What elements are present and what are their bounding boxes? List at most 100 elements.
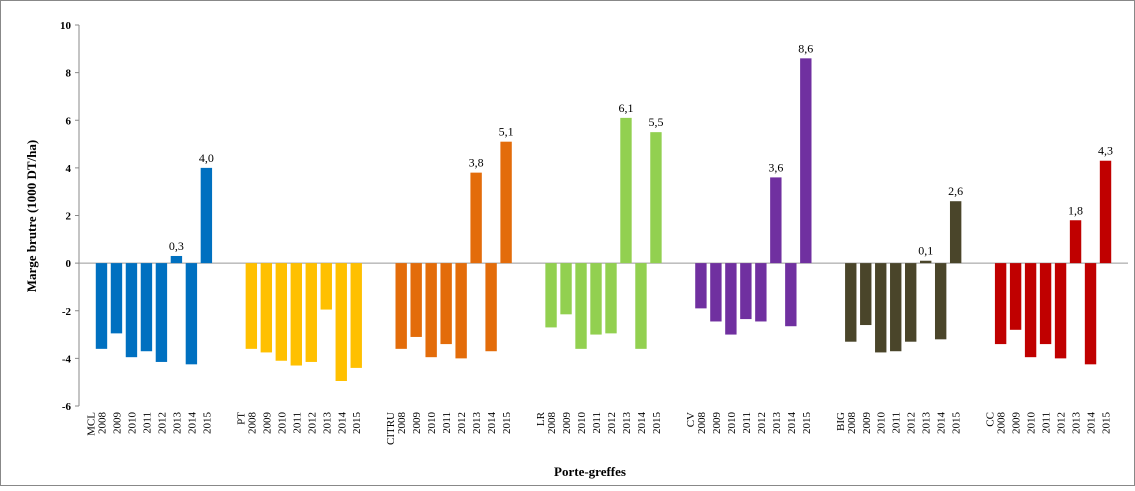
category-year-label: 2014	[936, 412, 948, 435]
category-year-label: 2009	[711, 412, 723, 435]
bar	[245, 263, 258, 349]
category-year-label: 2008	[696, 412, 708, 435]
category-year-label: 2015	[651, 412, 663, 435]
category-year-label: 2012	[906, 412, 918, 434]
bar	[1039, 263, 1052, 345]
category-year-label: 2013	[621, 412, 633, 435]
bar	[919, 260, 932, 264]
category-year-label: 2014	[336, 412, 348, 435]
category-year-label: 2008	[396, 412, 408, 435]
bars	[95, 58, 1112, 381]
bar	[710, 263, 722, 322]
bar	[575, 263, 587, 349]
bar	[185, 263, 198, 365]
category-group-label: CV	[685, 412, 697, 427]
y-tick-label: 4	[66, 163, 72, 175]
category-year-label: 2008	[996, 412, 1008, 435]
bar	[1069, 220, 1082, 264]
category-year-label: 2012	[456, 412, 468, 434]
category-year-label: 2010	[726, 412, 738, 435]
data-label: 5,1	[499, 125, 514, 139]
bar	[994, 263, 1007, 345]
category-year-label: 2014	[636, 412, 648, 435]
bar	[905, 263, 917, 342]
bar	[95, 263, 108, 349]
bar	[455, 263, 467, 359]
bar	[725, 263, 737, 335]
category-group-label: BIG	[835, 412, 847, 431]
bar	[155, 263, 168, 362]
category-year-label: 2011	[891, 412, 903, 434]
data-label: 2,6	[948, 184, 963, 198]
bar	[290, 263, 302, 366]
category-year-label: 2013	[921, 412, 933, 435]
category-year-label: 2010	[576, 412, 588, 435]
category-year-label: 2009	[1011, 412, 1023, 435]
data-label: 0,1	[918, 244, 933, 258]
category-year-label: 2013	[1071, 412, 1083, 435]
bar	[770, 177, 782, 264]
bar	[320, 263, 332, 310]
y-tick-label: 0	[66, 258, 72, 270]
category-year-label: 2013	[321, 412, 333, 435]
category-year-label: 2012	[1056, 412, 1068, 434]
y-tick-label: 10	[60, 20, 72, 32]
y-tick-label: 8	[66, 68, 72, 80]
category-year-label: 2010	[426, 412, 438, 435]
category-group-label: MCL	[85, 412, 97, 436]
bar	[140, 263, 153, 352]
bar	[845, 263, 857, 342]
category-year-label: 2011	[741, 412, 753, 434]
category-year-label: 2011	[441, 412, 453, 434]
category-year-label: 2012	[756, 412, 768, 434]
bar	[470, 172, 482, 264]
bar	[1009, 263, 1022, 330]
bar	[890, 263, 902, 352]
bar	[485, 263, 497, 352]
bar	[395, 263, 407, 349]
category-year-label: 2011	[591, 412, 603, 434]
bar	[1024, 263, 1037, 358]
category-year-label: 2015	[201, 412, 213, 435]
bar	[1084, 263, 1097, 365]
bar	[650, 132, 662, 264]
bar	[800, 58, 812, 264]
bar	[545, 263, 557, 328]
category-year-label: 2010	[276, 412, 288, 435]
category-year-label: 2015	[1101, 412, 1113, 435]
category-group-label: LR	[535, 411, 547, 426]
data-label: 3,8	[469, 156, 484, 170]
category-year-label: 2012	[156, 412, 168, 434]
bar	[755, 263, 767, 322]
category-year-label: 2010	[1026, 412, 1038, 435]
category-year-label: 2008	[246, 412, 258, 435]
category-year-label: 2014	[1086, 412, 1098, 435]
bar	[695, 263, 707, 309]
category-year-label: 2015	[951, 412, 963, 435]
category-group-label: CITRU	[385, 412, 397, 445]
bar	[335, 263, 347, 381]
bar	[425, 263, 437, 358]
category-year-label: 2012	[606, 412, 618, 434]
category-year-label: 2010	[126, 412, 138, 435]
bar	[260, 263, 273, 353]
y-axis-title: Marge brutre (1000 DT/ha)	[24, 140, 39, 292]
category-year-label: 2012	[306, 412, 318, 434]
y-tick-label: -4	[62, 353, 72, 365]
bar	[350, 263, 362, 368]
category-year-label: 2015	[801, 412, 813, 435]
category-year-label: 2013	[471, 412, 483, 435]
bar	[785, 263, 797, 327]
y-tick-label: -6	[62, 401, 72, 413]
category-year-label: 2009	[411, 412, 423, 435]
data-label: 1,8	[1068, 203, 1083, 217]
bar	[1099, 160, 1112, 264]
category-year-label: 2008	[546, 412, 558, 435]
category-year-label: 2014	[186, 412, 198, 435]
data-label: 0,3	[169, 239, 184, 253]
category-year-label: 2014	[486, 412, 498, 435]
